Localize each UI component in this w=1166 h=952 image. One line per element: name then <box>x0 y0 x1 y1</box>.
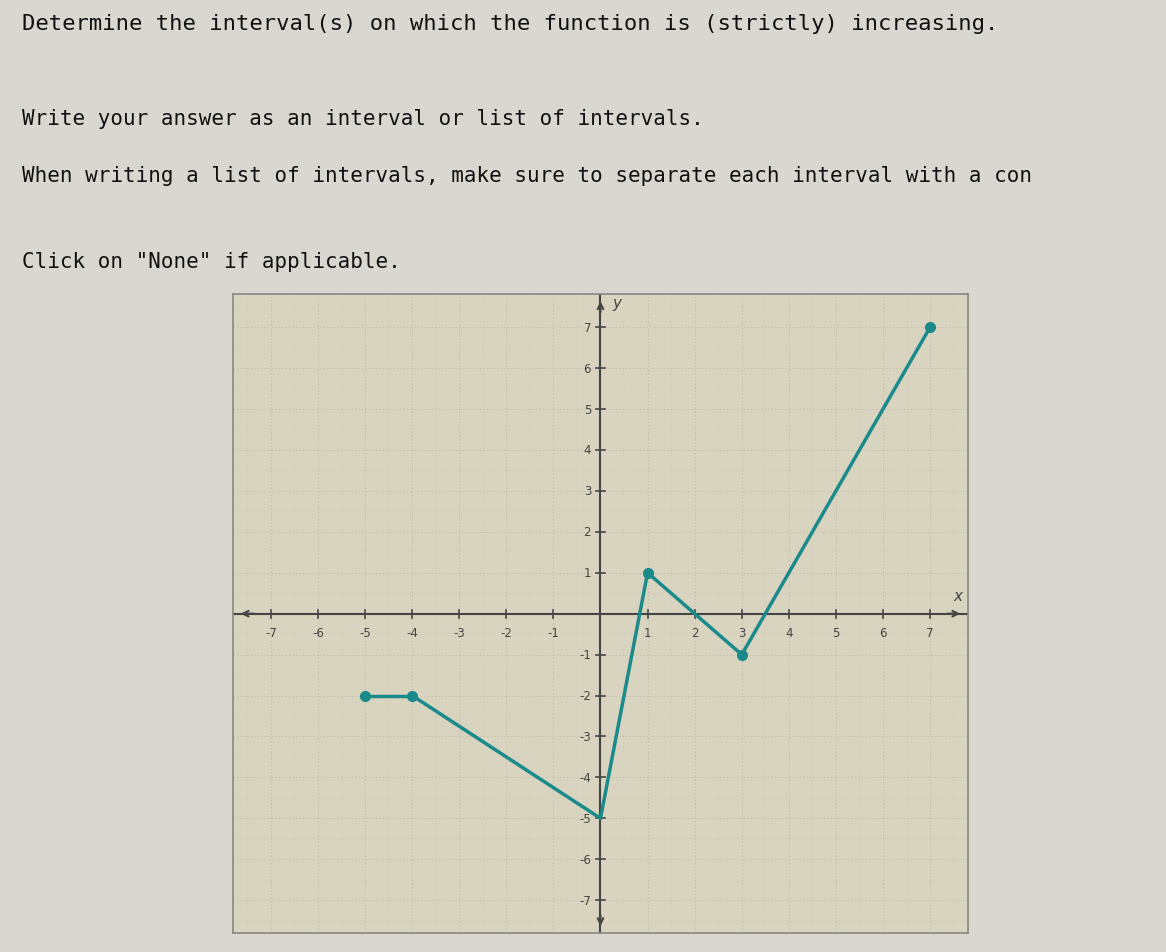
Text: 1: 1 <box>644 626 652 640</box>
Text: 7: 7 <box>583 322 591 334</box>
Text: -6: -6 <box>312 626 324 640</box>
Text: Determine the interval(s) on which the function is (strictly) increasing.: Determine the interval(s) on which the f… <box>22 14 998 34</box>
Text: 2: 2 <box>691 626 698 640</box>
Text: 3: 3 <box>584 485 591 498</box>
Text: -3: -3 <box>580 730 591 744</box>
Text: -7: -7 <box>580 894 591 906</box>
Text: -5: -5 <box>580 812 591 825</box>
Text: 4: 4 <box>785 626 793 640</box>
Text: 6: 6 <box>583 362 591 375</box>
Text: -3: -3 <box>454 626 465 640</box>
Text: -2: -2 <box>500 626 512 640</box>
Text: 3: 3 <box>738 626 745 640</box>
Text: 1: 1 <box>583 566 591 580</box>
Text: -4: -4 <box>406 626 419 640</box>
Text: 5: 5 <box>584 403 591 416</box>
Text: Write your answer as an interval or list of intervals.: Write your answer as an interval or list… <box>22 109 704 129</box>
Text: -2: -2 <box>580 689 591 703</box>
Text: 6: 6 <box>879 626 887 640</box>
Text: -1: -1 <box>548 626 560 640</box>
Text: y: y <box>612 296 621 310</box>
Text: -1: -1 <box>580 648 591 662</box>
Text: x: x <box>954 589 963 604</box>
Text: 5: 5 <box>833 626 840 640</box>
Text: When writing a list of intervals, make sure to separate each interval with a con: When writing a list of intervals, make s… <box>22 166 1032 186</box>
Text: -7: -7 <box>265 626 276 640</box>
Text: -4: -4 <box>580 771 591 784</box>
Text: 7: 7 <box>926 626 934 640</box>
Text: -6: -6 <box>580 853 591 866</box>
Text: 2: 2 <box>583 526 591 539</box>
Text: Click on "None" if applicable.: Click on "None" if applicable. <box>22 251 401 271</box>
Text: -5: -5 <box>359 626 371 640</box>
Text: 4: 4 <box>583 444 591 457</box>
